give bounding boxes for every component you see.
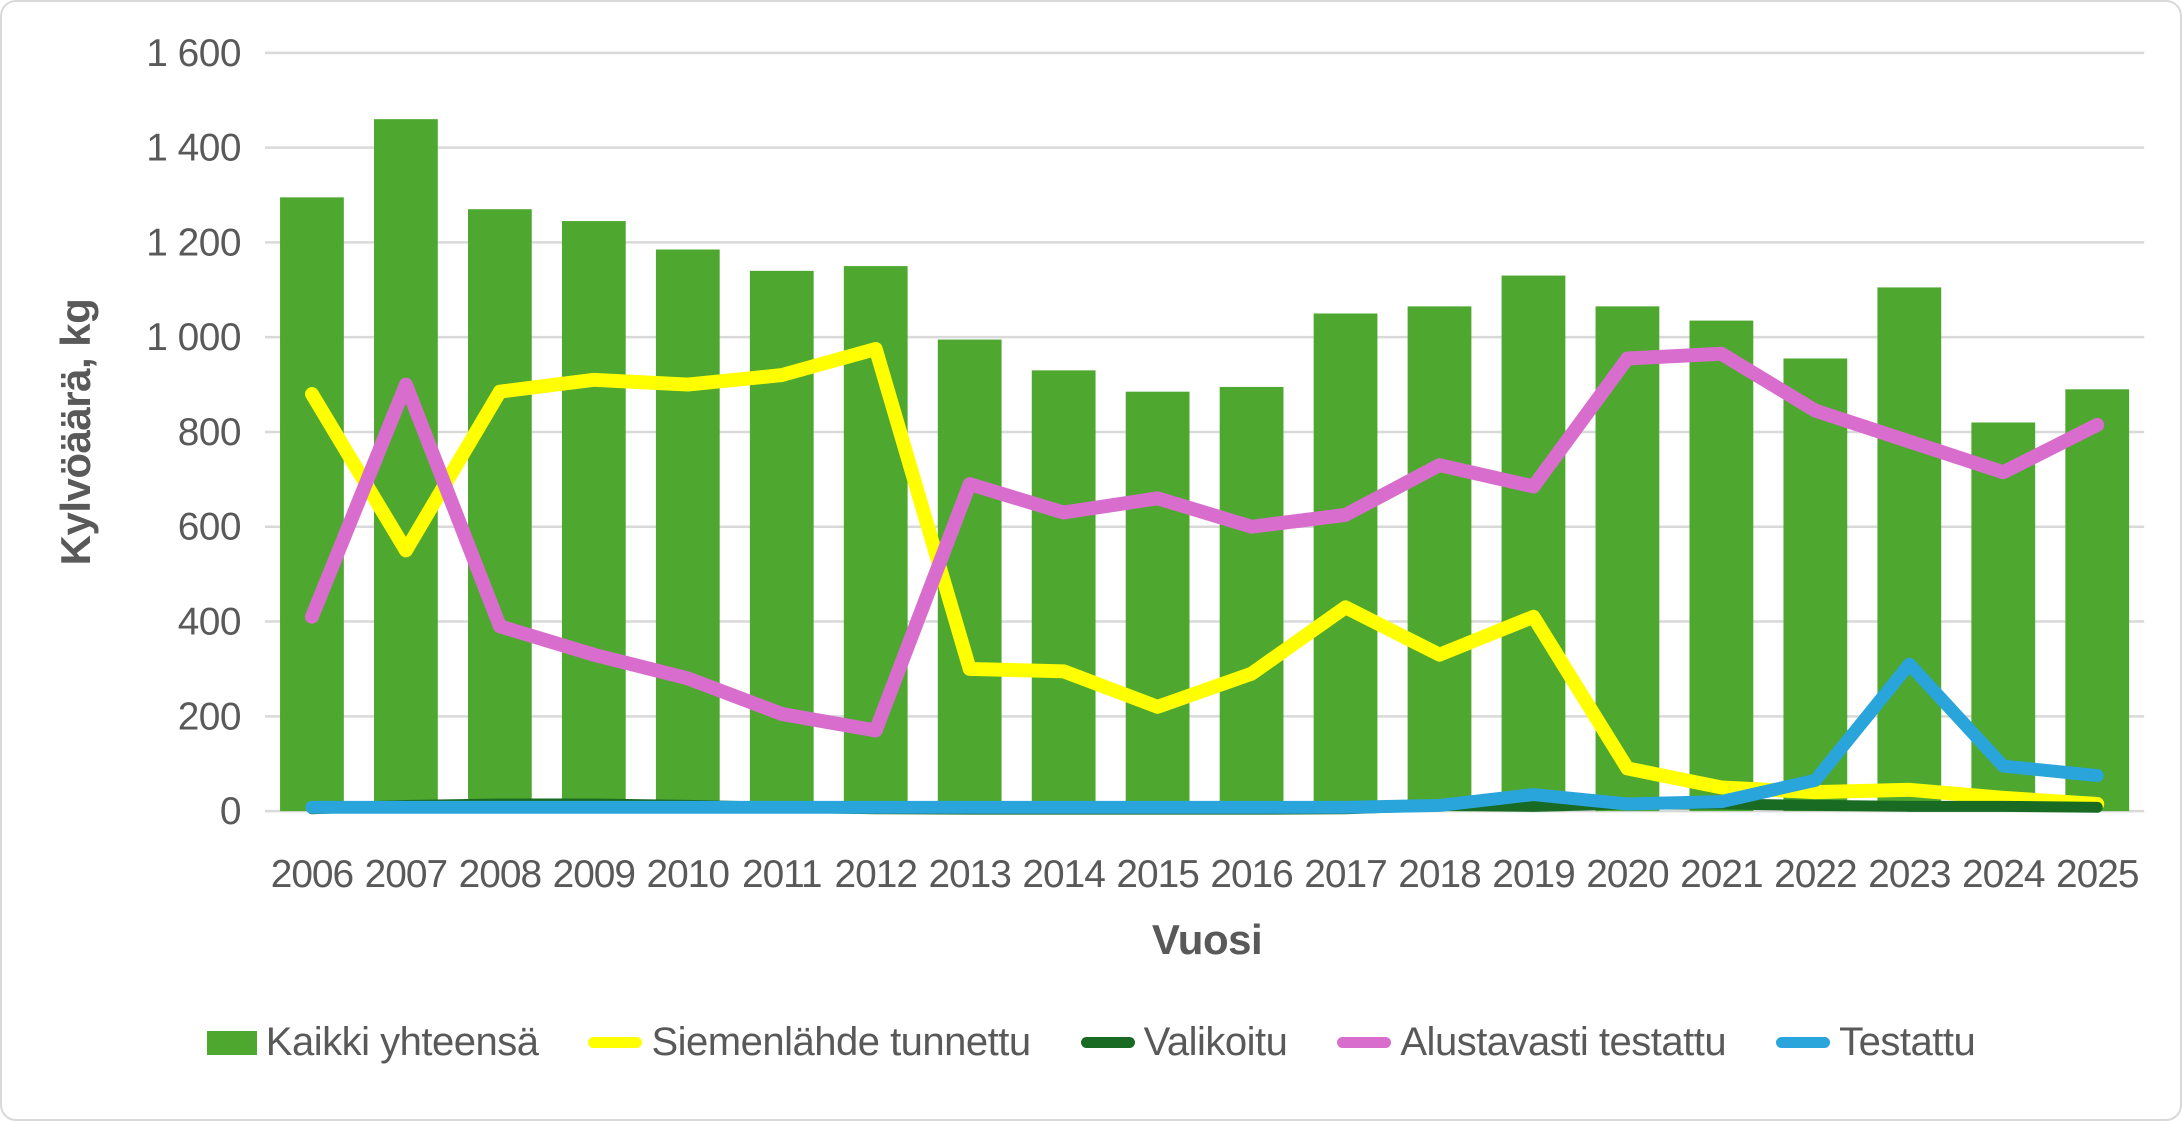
x-tick-label: 2009: [553, 853, 635, 896]
legend-line-swatch: [1776, 1037, 1831, 1048]
x-tick-label: 2007: [365, 853, 447, 896]
legend-line-swatch: [1337, 1037, 1392, 1048]
x-tick-label: 2019: [1492, 853, 1574, 896]
legend-bar-swatch: [206, 1030, 257, 1055]
legend-label: Testattu: [1839, 1020, 1976, 1064]
legend: Kaikki yhteensä Siemenlähde tunnettu Valik…: [2, 1020, 2180, 1065]
bar: [1407, 306, 1472, 812]
x-tick-label: 2022: [1774, 853, 1856, 896]
bar: [1783, 358, 1848, 812]
bar: [1125, 391, 1190, 812]
x-tick-label: 2014: [1022, 853, 1105, 896]
x-tick-label: 2021: [1680, 853, 1762, 896]
legend-item: Valikoitu: [1080, 1020, 1288, 1065]
x-axis-title: Vuosi: [1151, 916, 1263, 963]
legend-item: Kaikki yhteensä: [206, 1020, 539, 1065]
y-axis-title: Kylvöäärä, kg: [52, 298, 99, 566]
x-tick-label: 2023: [1868, 853, 1950, 896]
line-series: [304, 342, 2105, 811]
x-tick-label: 2011: [742, 853, 822, 896]
x-tick-label: 2017: [1304, 853, 1386, 896]
bar: [1219, 386, 1284, 812]
bar: [1689, 320, 1754, 812]
legend-item: Testattu: [1776, 1020, 1976, 1065]
x-tick-label: 2012: [834, 853, 916, 896]
x-tick-label: 2024: [1962, 853, 2045, 896]
y-tick-label: 200: [178, 695, 241, 738]
legend-line-swatch: [1080, 1037, 1135, 1048]
bar: [1877, 287, 1942, 812]
x-tick-label: 2006: [271, 853, 353, 896]
legend-line-swatch: [588, 1037, 643, 1048]
x-tick-label: 2013: [928, 853, 1010, 896]
legend-label: Kaikki yhteensä: [265, 1020, 539, 1064]
bar: [749, 270, 814, 812]
line-series: [304, 346, 2105, 738]
bar: [1031, 370, 1096, 812]
y-tick-label: 600: [178, 506, 241, 549]
x-tick-label: 2025: [2056, 853, 2138, 896]
legend-item: Siemenlähde tunnettu: [588, 1020, 1031, 1065]
bar: [467, 209, 532, 812]
bar: [1971, 422, 2036, 812]
y-tick-label: 400: [178, 600, 241, 643]
x-tick-label: 2015: [1116, 853, 1198, 896]
bar: [655, 249, 720, 812]
x-tick-label: 2008: [459, 853, 541, 896]
y-tick-label: 800: [178, 411, 241, 454]
y-tick-label: 1 200: [146, 221, 241, 264]
x-tick-label: 2016: [1210, 853, 1292, 896]
legend-item: Alustavasti testattu: [1337, 1020, 1727, 1065]
bar: [374, 119, 438, 812]
bar: [1313, 313, 1378, 812]
y-tick-label: 1 400: [146, 127, 241, 170]
bar: [1501, 275, 1566, 812]
x-tick-label: 2020: [1586, 853, 1669, 896]
legend-label: Siemenlähde tunnettu: [651, 1020, 1031, 1064]
x-tick-label: 2018: [1398, 853, 1480, 896]
bar: [561, 221, 626, 812]
y-tick-label: 1 600: [146, 32, 241, 75]
legend-label: Alustavasti testattu: [1400, 1020, 1727, 1064]
line-series: [305, 657, 2104, 814]
x-tick-label: 2010: [647, 853, 730, 896]
y-tick-label: 1 000: [146, 316, 241, 359]
bar: [280, 197, 344, 812]
bar: [2065, 389, 2130, 812]
y-tick-label: 0: [220, 790, 241, 833]
legend-label: Valikoitu: [1143, 1020, 1288, 1064]
